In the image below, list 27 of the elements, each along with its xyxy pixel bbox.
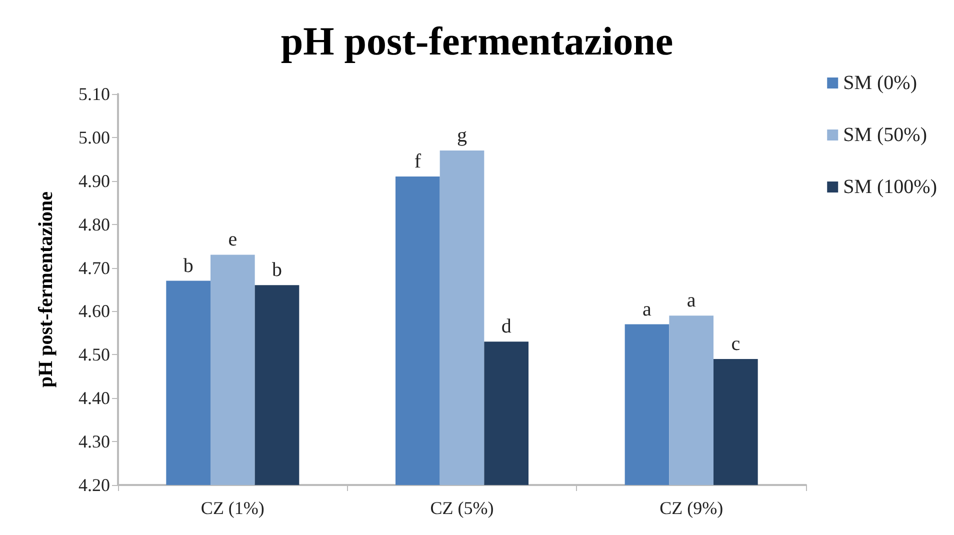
data-label: a [686, 290, 696, 312]
y-tick-label: 4.20 [78, 475, 110, 495]
legend-label: SM (100%) [843, 176, 938, 198]
data-label: d [501, 316, 512, 338]
chart-title: pH post-fermentazione [280, 18, 674, 64]
y-tick-label: 4.60 [78, 301, 110, 322]
x-tick-label: CZ (1%) [200, 498, 264, 518]
data-label: c [731, 333, 740, 356]
data-label: b [272, 259, 282, 282]
y-tick-label: 4.40 [78, 388, 110, 408]
y-tick-label: 4.90 [78, 170, 110, 191]
data-label: b [183, 254, 194, 277]
legend-label: SM (0%) [843, 72, 918, 94]
y-tick-label: 4.30 [78, 432, 110, 452]
y-tick-label: 4.70 [78, 258, 110, 278]
data-label: a [642, 298, 652, 320]
x-tick-label: CZ (5%) [430, 498, 494, 518]
data-label: e [228, 228, 238, 251]
y-tick-label: 4.50 [78, 344, 110, 365]
y-tick-label: 5.00 [78, 127, 110, 148]
legend-label: SM (50%) [843, 124, 928, 146]
y-axis-title: pH post-fermentazione [35, 191, 57, 388]
y-tick-label: 4.80 [78, 214, 110, 234]
data-label: g [457, 124, 467, 146]
x-tick-label: CZ (9%) [660, 498, 724, 518]
y-tick-label: 5.10 [78, 84, 110, 104]
data-label: f [414, 150, 422, 173]
